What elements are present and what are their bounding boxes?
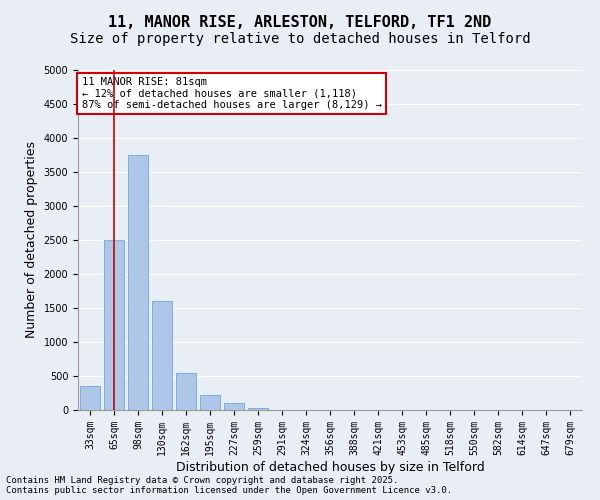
- Bar: [176, 372, 196, 410]
- Bar: [80, 386, 100, 410]
- Text: 11 MANOR RISE: 81sqm
← 12% of detached houses are smaller (1,118)
87% of semi-de: 11 MANOR RISE: 81sqm ← 12% of detached h…: [82, 77, 382, 110]
- Bar: [248, 408, 268, 410]
- Bar: [152, 301, 172, 410]
- Bar: [104, 240, 124, 410]
- X-axis label: Distribution of detached houses by size in Telford: Distribution of detached houses by size …: [176, 460, 484, 473]
- Bar: [200, 395, 220, 410]
- Bar: [128, 155, 148, 410]
- Text: Contains HM Land Registry data © Crown copyright and database right 2025.
Contai: Contains HM Land Registry data © Crown c…: [6, 476, 452, 495]
- Bar: [224, 403, 244, 410]
- Text: Size of property relative to detached houses in Telford: Size of property relative to detached ho…: [70, 32, 530, 46]
- Text: 11, MANOR RISE, ARLESTON, TELFORD, TF1 2ND: 11, MANOR RISE, ARLESTON, TELFORD, TF1 2…: [109, 15, 491, 30]
- Y-axis label: Number of detached properties: Number of detached properties: [25, 142, 38, 338]
